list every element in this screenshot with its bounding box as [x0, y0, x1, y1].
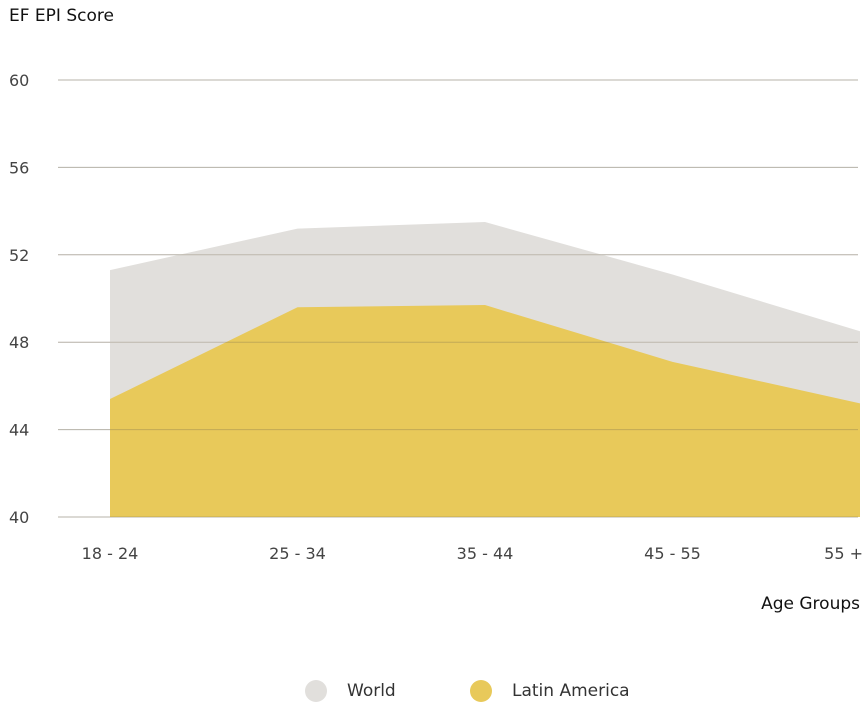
gridlines-overlay	[58, 79, 858, 518]
legend-swatch-latin-america	[470, 680, 492, 702]
legend: World Latin America	[0, 680, 866, 706]
x-tick-label: 45 - 55	[644, 544, 701, 563]
area-chart: 40 44 48 52 56 60 18 - 24 25 - 34 35 - 44 45 - 5…	[9, 71, 863, 563]
legend-swatch-world	[305, 680, 327, 702]
area-latin-america	[110, 305, 860, 517]
y-tick-label: 44	[9, 421, 29, 440]
x-tick-label: 25 - 34	[269, 544, 326, 563]
y-tick-labels: 40 44 48 52 56 60	[9, 71, 29, 527]
y-tick-label: 56	[9, 158, 29, 177]
x-axis-title: Age Groups	[761, 594, 860, 614]
x-tick-label: 35 - 44	[457, 544, 514, 563]
x-tick-label: 18 - 24	[82, 544, 139, 563]
x-tick-label: 55 +	[824, 544, 863, 563]
y-tick-label: 40	[9, 508, 29, 527]
y-tick-label: 48	[9, 333, 29, 352]
legend-item-latin-america: Latin America	[470, 680, 630, 702]
legend-label-world: World	[347, 681, 396, 701]
legend-label-latin-america: Latin America	[512, 681, 630, 701]
y-tick-label: 52	[9, 246, 29, 265]
legend-item-world: World	[305, 680, 396, 702]
y-tick-label: 60	[9, 71, 29, 90]
y-axis-title: EF EPI Score	[9, 6, 114, 26]
area-series	[110, 222, 860, 517]
x-tick-labels: 18 - 24 25 - 34 35 - 44 45 - 55 55 +	[82, 544, 863, 563]
